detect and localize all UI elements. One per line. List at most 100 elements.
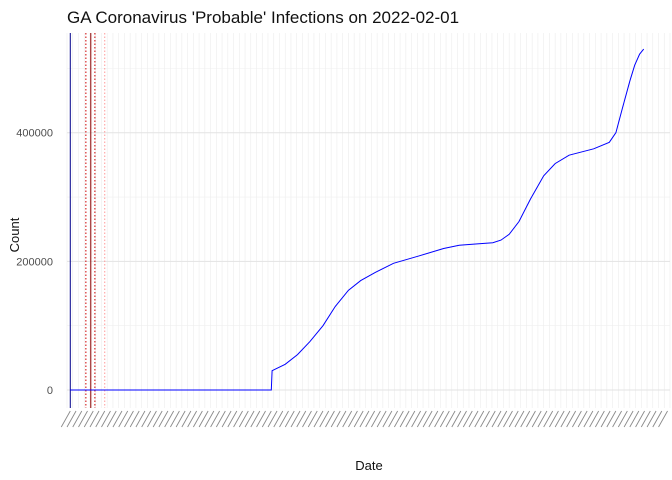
x-tick-mark [371,410,381,428]
x-tick-mark [422,410,433,428]
x-tick-mark [238,410,249,428]
x-tick-mark [135,410,146,428]
x-axis [60,410,668,428]
x-tick-mark [445,410,456,428]
x-tick-mark [141,410,152,428]
x-tick-mark [244,410,255,428]
x-tick-mark [313,410,324,428]
x-tick-mark [66,410,77,428]
x-tick-mark [198,410,209,428]
y-axis: 0 200000 400000 [16,128,53,397]
x-tick-mark [520,410,531,428]
x-tick-mark [250,410,261,428]
x-tick-mark [330,410,341,428]
x-tick-mark [261,410,272,428]
x-tick-mark [600,410,611,428]
x-tick-mark [416,410,427,428]
x-tick-mark [296,410,307,428]
x-tick-mark [617,410,628,428]
x-tick-mark [399,410,410,428]
x-tick-mark [95,410,106,428]
x-tick-mark [336,410,347,428]
x-tick-mark [434,410,444,428]
x-tick-mark [376,410,387,428]
x-tick-mark [210,410,220,428]
x-tick-mark [221,410,232,428]
x-tick-mark [215,410,226,428]
series-group [70,48,645,391]
x-tick-mark [474,410,485,428]
x-tick-mark [526,410,536,428]
series-line [70,48,645,391]
x-tick-mark [101,410,111,428]
x-tick-mark [623,410,634,428]
x-tick-mark [393,410,404,428]
x-tick-mark [583,410,594,428]
x-tick-mark [204,410,215,428]
x-tick-mark [531,410,542,428]
x-tick-mark [353,410,364,428]
x-tick-mark [233,410,243,428]
x-tick-mark [256,410,266,428]
x-tick-mark [629,410,640,428]
x-tick-mark [192,410,203,428]
x-tick-mark [147,410,157,428]
x-tick-mark [549,410,559,428]
x-tick-mark [359,410,370,428]
x-tick-mark [124,410,134,428]
x-tick-mark [227,410,238,428]
x-tick-mark [118,410,129,428]
x-tick-mark [451,410,462,428]
x-tick-mark [72,410,83,428]
x-tick-mark [60,410,71,428]
y-tick-label: 200000 [16,256,53,268]
x-tick-mark [78,410,88,428]
x-tick-mark [89,410,100,428]
major-grid [67,68,670,391]
x-tick-mark [646,410,657,428]
x-tick-mark [365,410,376,428]
x-tick-mark [537,410,548,428]
x-tick-mark [572,410,582,428]
x-tick-mark [175,410,186,428]
x-tick-mark [307,410,318,428]
reference-lines [69,33,106,408]
x-tick-mark [164,410,175,428]
x-tick-mark [497,410,508,428]
x-tick-mark [480,410,490,428]
x-tick-mark [554,410,565,428]
x-tick-mark [279,410,289,428]
x-tick-mark [543,410,554,428]
x-tick-mark [577,410,588,428]
x-tick-mark [187,410,198,428]
x-tick-mark [112,410,123,428]
x-tick-mark [348,410,358,428]
x-tick-mark [170,410,180,428]
minor-grid [66,33,671,408]
x-tick-mark [290,410,301,428]
x-tick-mark [152,410,163,428]
x-tick-mark [612,410,622,428]
x-tick-mark [325,410,335,428]
x-tick-mark [594,410,605,428]
y-tick-label: 0 [47,385,53,397]
x-tick-mark [560,410,571,428]
x-tick-mark [129,410,140,428]
x-tick-mark [640,410,651,428]
x-tick-mark [635,410,645,428]
x-tick-mark [503,410,513,428]
x-tick-mark [388,410,399,428]
x-tick-mark [462,410,473,428]
x-tick-mark [319,410,330,428]
x-tick-mark [106,410,117,428]
x-tick-mark [514,410,525,428]
x-tick-mark [508,410,519,428]
chart-title: GA Coronavirus 'Probable' Infections on … [67,8,460,27]
x-tick-mark [405,410,416,428]
x-tick-mark [606,410,617,428]
x-tick-mark [267,410,278,428]
x-tick-mark [457,410,467,428]
x-tick-mark [652,410,663,428]
x-tick-mark [589,410,600,428]
